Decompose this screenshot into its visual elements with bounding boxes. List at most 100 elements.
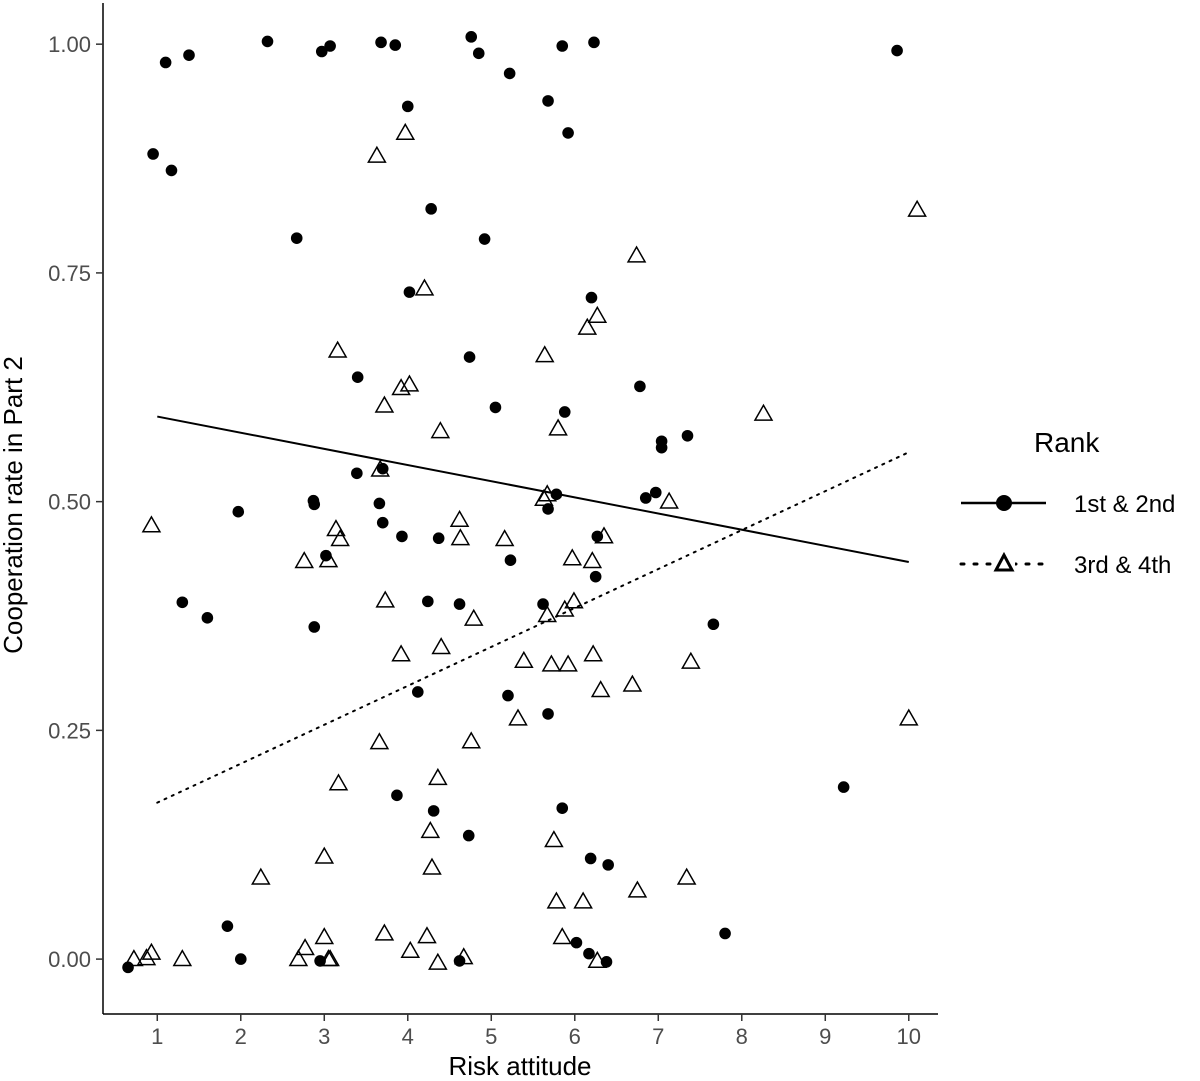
data-point-triangle [534,488,554,507]
data-point-circle [411,686,424,698]
data-point-triangle [508,708,528,726]
data-point-triangle [907,199,927,217]
x-ticks: 1 2 3 4 5 6 7 8 9 10 [151,1014,921,1049]
x-tick-label: 10 [897,1024,921,1049]
data-point-circle [558,406,571,418]
data-point-circle [308,621,321,633]
data-point-triangle [395,122,416,141]
data-point-triangle [544,830,564,848]
data-point-circle [391,789,403,802]
data-point-circle [585,291,598,304]
x-tick-label: 9 [819,1024,831,1049]
x-tick-label: 4 [402,1024,414,1049]
legend-title: Rank [1034,427,1100,458]
x-tick-label: 2 [235,1024,247,1049]
data-point-circle [290,232,303,244]
data-point-circle [462,829,475,842]
data-point-circle [376,516,389,529]
data-point-triangle [898,708,919,726]
data-point-circle [147,148,159,160]
data-point-triangle [548,418,568,436]
data-point-circle [639,492,652,504]
data-point-triangle [590,680,611,698]
data-point-triangle [124,949,144,967]
data-point-circle [401,100,414,113]
data-point-triangle [626,245,647,263]
data-point-circle [570,936,583,949]
data-point-triangle [414,278,435,296]
data-point-circle [542,708,554,720]
data-point-triangle [326,519,346,537]
axes [102,3,938,1015]
data-point-triangle [627,880,648,898]
data-point-triangle [370,459,391,477]
legend: Rank 1st & 2nd 3rd & 4th [959,427,1175,579]
x-tick-label: 3 [318,1024,330,1049]
data-point-triangle [391,644,411,662]
legend-entry-3rd-4th: 3rd & 4th [959,551,1171,579]
data-point-circle [602,859,614,871]
data-point-triangle [537,605,558,623]
data-point-triangle [681,651,701,669]
data-point-triangle [295,938,315,956]
data-point-triangle [594,526,614,544]
x-axis-title: Risk attitude [448,1051,591,1081]
data-point-circle [562,127,574,139]
data-point-triangle [534,345,555,363]
data-point-circle [649,486,662,499]
data-point-circle [403,286,416,298]
data-point-triangle [374,395,395,413]
data-point-circle [503,67,516,80]
data-point-triangle [431,637,451,655]
data-point-triangle [562,548,583,566]
data-point-circle [556,40,569,52]
data-point-triangle [582,551,603,569]
legend-key-triangle-marker [993,551,1015,572]
data-point-circle [707,618,720,631]
data-point-circle [463,351,476,363]
data-point-triangle [583,644,603,662]
data-point-triangle [251,867,271,885]
data-point-circle [681,429,694,442]
data-point-triangle [417,926,437,944]
data-point-circle [389,39,402,51]
data-point-circle [176,596,189,609]
data-point-circle [159,56,172,69]
data-point-triangle [428,952,448,970]
data-point-circle [542,503,554,515]
data-point-circle [183,49,195,61]
data-point-circle [232,505,245,518]
data-point-triangle [294,551,315,569]
data-point-circle [583,947,595,960]
data-point-circle [375,36,387,49]
data-point-triangle [420,821,441,839]
data-point-triangle [318,550,339,568]
data-point-triangle [546,891,567,909]
y-tick-label: 0.75 [48,261,91,286]
data-point-circle [122,961,134,974]
data-point-circle [556,802,569,814]
data-point-triangle [494,529,515,547]
data-point-circle [351,467,363,480]
x-tick-label: 5 [485,1024,497,1049]
data-point-circle [351,371,364,384]
legend-entry-1st-2nd: 1st & 2nd [961,491,1175,518]
data-point-triangle [328,773,349,791]
data-point-circle [634,380,646,393]
data-point-circle [542,95,554,107]
data-point-triangle [172,949,193,967]
data-point-circle [234,953,247,965]
data-point-circle [201,612,214,624]
data-point-circle [537,598,549,610]
data-point-triangle [400,940,421,958]
data-point-circle [472,47,485,60]
data-point-triangle [391,378,411,396]
data-point-triangle [327,340,348,358]
data-point-triangle [288,949,309,967]
data-point-triangle [659,491,679,509]
y-tick-label: 1.00 [48,32,91,57]
data-point-triangle [463,608,484,626]
data-point-circle [584,852,597,865]
y-ticks: 0.00 0.25 0.50 0.75 1.00 [48,32,103,972]
data-point-triangle [422,857,442,875]
